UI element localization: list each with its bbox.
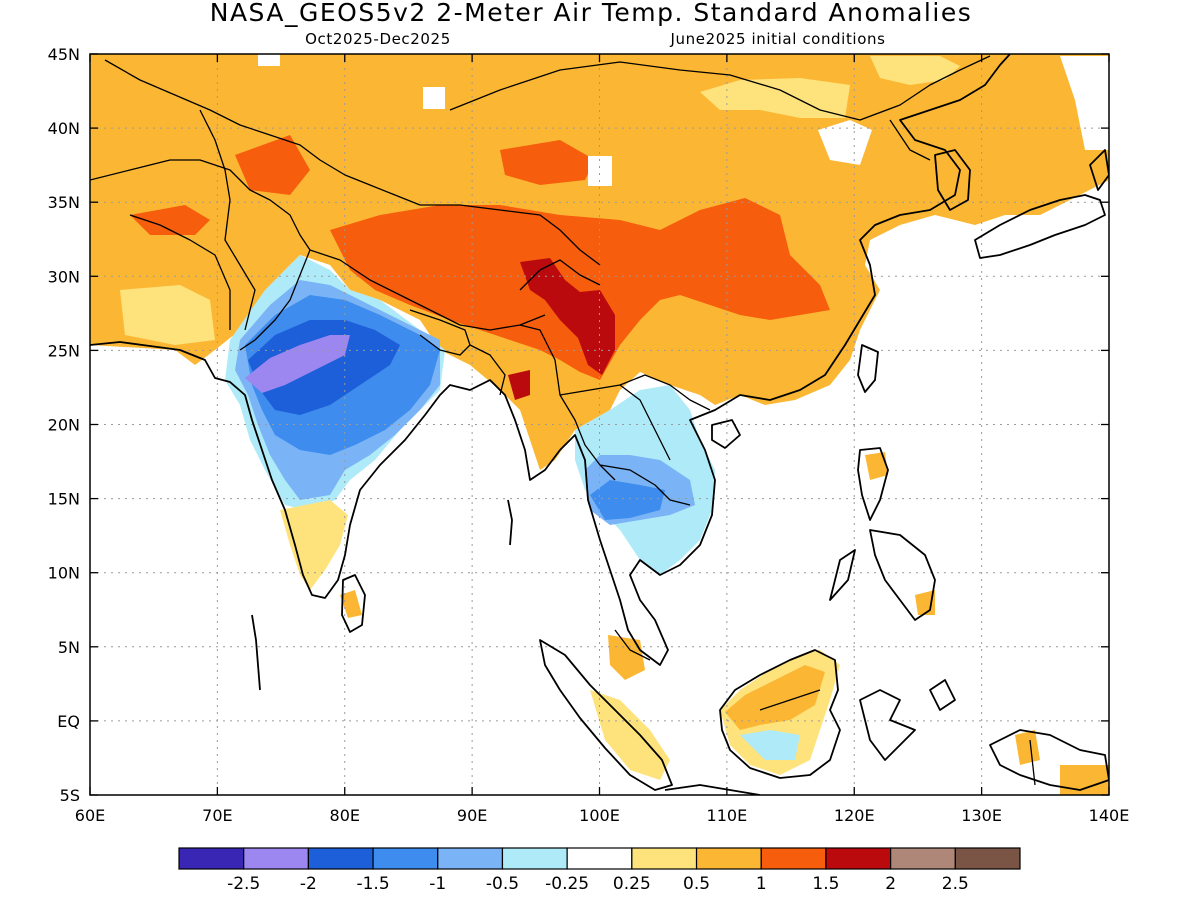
lat-tick-label: 25N — [48, 341, 80, 360]
neutral-gap-1 — [423, 87, 445, 109]
weak-warm-patch-ne — [870, 56, 960, 85]
colorbar-box — [890, 847, 956, 870]
initial-conditions: June2025 initial conditions — [670, 30, 886, 48]
map-title: NASA_GEOS5v2 2-Meter Air Temp. Standard … — [210, 0, 972, 27]
colorbar-box — [825, 847, 892, 870]
cold-patch-borneo — [740, 730, 800, 760]
colorbar-box — [437, 847, 504, 870]
warm-region-malay — [608, 635, 645, 680]
coastlines — [90, 54, 1109, 795]
colorbar-box — [760, 847, 827, 870]
warm-region-sumatra — [590, 690, 670, 780]
very-strong-warm-region — [520, 258, 615, 375]
colorbar-box — [566, 847, 633, 870]
warm-region-se-corner — [1060, 765, 1109, 795]
lat-tick-label: 5N — [58, 638, 80, 657]
lat-tick-label: 20N — [48, 416, 80, 435]
lon-tick-label: 110E — [707, 806, 748, 825]
very-strong-cold-region-india — [245, 335, 350, 393]
lon-tick-label: 60E — [75, 806, 105, 825]
latitude-labels: 45N 40N 35N 30N 25N 20N 15N 10N 5N EQ 5S — [48, 45, 80, 805]
colorbar-label: -0.25 — [545, 874, 589, 894]
colorbar-box — [695, 847, 762, 870]
axis-ticks — [89, 53, 1110, 796]
strong-warm-region-tibet — [330, 198, 830, 380]
graticule — [90, 54, 1109, 795]
lon-tick-label: 80E — [330, 806, 360, 825]
lat-tick-label: 45N — [48, 45, 80, 64]
warm-region-new-guinea — [1015, 730, 1040, 765]
very-strong-warm-patch-2 — [508, 370, 530, 400]
lat-tick-label: EQ — [57, 712, 80, 731]
lon-tick-label: 130E — [961, 806, 1002, 825]
colorbar-label: -1 — [429, 874, 446, 894]
strong-warm-patch-kashmir — [235, 135, 310, 195]
colorbar-label: 1.5 — [812, 874, 839, 894]
colorbar-legend: -2.5 -2 -1.5 -1 -0.5 -0.25 0.25 0.5 1 1.5 2 2.5 — [178, 847, 1021, 894]
warm-region-sri-lanka — [340, 590, 362, 618]
warm-region-philippines — [865, 452, 888, 480]
map-plot-area — [90, 54, 1109, 795]
colorbar-label: 0.25 — [613, 874, 651, 894]
colorbar-label: 2 — [885, 874, 896, 894]
colorbar-label: -1.5 — [356, 874, 389, 894]
longitude-labels: 60E 70E 80E 90E 100E 110E 120E 130E 140E — [75, 806, 1130, 825]
lat-tick-label: 5S — [60, 786, 80, 805]
colorbar-box — [307, 847, 374, 870]
lon-tick-label: 100E — [579, 806, 620, 825]
neutral-gap-4 — [258, 54, 280, 66]
colorbar-box — [372, 847, 439, 870]
warm-region-south-india — [280, 500, 348, 590]
colorbar-label: 2.5 — [942, 874, 969, 894]
country-borders — [90, 55, 1036, 786]
colorbar-box — [501, 847, 568, 870]
lon-tick-label: 140E — [1089, 806, 1130, 825]
lat-tick-label: 10N — [48, 564, 80, 583]
colorbar-box — [178, 847, 245, 870]
anomaly-shading — [90, 54, 1109, 795]
strong-warm-patch-west — [130, 205, 210, 235]
colorbar-box — [954, 847, 1021, 870]
lon-tick-label: 120E — [834, 806, 875, 825]
colorbar-boxes — [178, 847, 1021, 870]
moderate-cold-region-indochina — [590, 480, 665, 520]
lon-tick-label: 90E — [457, 806, 487, 825]
colorbar-label: -2 — [300, 874, 317, 894]
forecast-period: Oct2025-Dec2025 — [305, 30, 451, 48]
colorbar-label: 0.5 — [683, 874, 710, 894]
colorbar-label: -2.5 — [227, 874, 260, 894]
weak-warm-patch-india-west — [120, 285, 215, 345]
colorbar-box — [243, 847, 309, 870]
warm-region-borneo-core — [725, 665, 825, 730]
weak-warm-patch-north — [700, 78, 850, 118]
lat-tick-label: 40N — [48, 119, 80, 138]
strong-cold-region-india — [248, 320, 400, 415]
colorbar-box — [631, 847, 698, 870]
lat-tick-label: 35N — [48, 193, 80, 212]
lat-tick-label: 15N — [48, 490, 80, 509]
lon-tick-label: 70E — [202, 806, 232, 825]
neutral-gap-5 — [1060, 56, 1109, 150]
lat-tick-label: 30N — [48, 267, 80, 286]
colorbar-label: -0.5 — [486, 874, 519, 894]
neutral-gap-3 — [818, 120, 872, 165]
colorbar-label: 1 — [756, 874, 767, 894]
colorbar-labels: -2.5 -2 -1.5 -1 -0.5 -0.25 0.25 0.5 1 1.5 2 2.5 — [227, 874, 969, 894]
strong-warm-patch-north-china — [500, 140, 595, 185]
